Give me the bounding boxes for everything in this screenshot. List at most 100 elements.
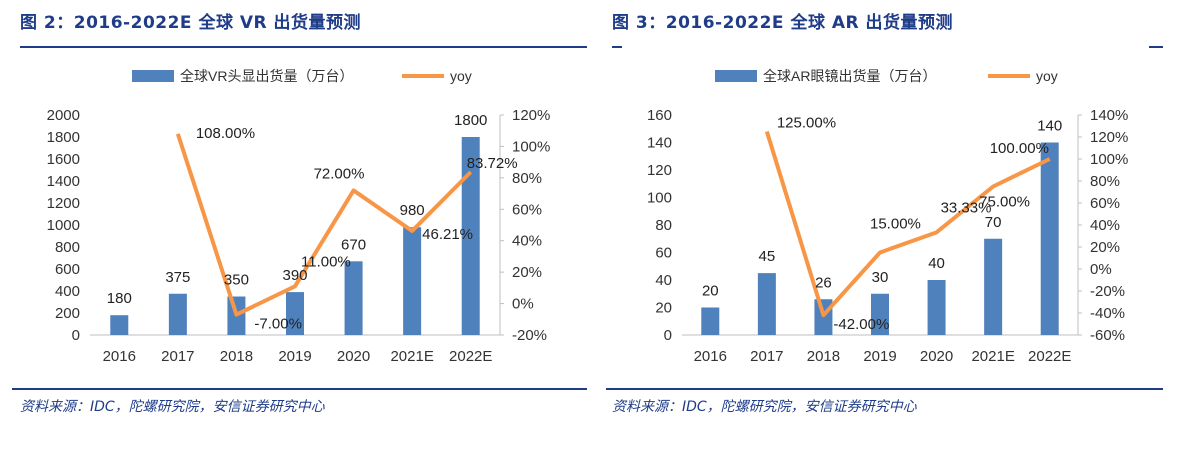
- y-right-tick-label: 120%: [512, 107, 550, 124]
- bar: [403, 227, 422, 335]
- bar-data-label: 980: [400, 202, 425, 219]
- x-tick-label: 2021E: [390, 348, 433, 365]
- y-right-tick-label: 80%: [512, 170, 542, 187]
- source-note: 资料来源：IDC，陀螺研究院，安信证券研究中心: [612, 399, 917, 415]
- bottom-rule: [606, 388, 1163, 390]
- bar-data-label: 390: [282, 267, 307, 284]
- bar-data-label: 670: [341, 236, 366, 253]
- figure-title: 图 2：2016-2022E 全球 VR 出货量预测: [20, 13, 362, 33]
- x-tick-label: 2019: [863, 348, 896, 365]
- bar: [701, 307, 720, 335]
- bar: [344, 261, 363, 335]
- line-data-label: 75.00%: [979, 194, 1030, 211]
- y-right-tick-label: 140%: [1090, 107, 1128, 124]
- bottom-rule: [12, 388, 587, 390]
- legend-bar-label: 全球AR眼镜出货量（万台）: [763, 68, 936, 84]
- legend-bar-swatch: [715, 70, 757, 82]
- x-tick-label: 2020: [920, 348, 953, 365]
- y-left-tick-label: 1000: [47, 217, 80, 234]
- figure-vr: 图 2：2016-2022E 全球 VR 出货量预测 全球VR头显出货量（万台）…: [0, 0, 589, 453]
- y-right-tick-label: -20%: [1090, 283, 1125, 300]
- legend-line-label: yoy: [450, 68, 472, 84]
- ar-shipment-chart: 全球AR眼镜出货量（万台） yoy 0 20 40 60 80 100 120 140 160 -60…: [647, 68, 1128, 365]
- y-right-tick-label: 0%: [512, 296, 534, 313]
- top-rule: [20, 46, 587, 48]
- figure-title: 图 3：2016-2022E 全球 AR 出货量预测: [612, 13, 954, 33]
- y-right-tick-label: 100%: [1090, 151, 1128, 168]
- y-left-tick-label: 1200: [47, 195, 80, 212]
- bar-data-label: 140: [1037, 118, 1062, 135]
- y-right-tick-label: 80%: [1090, 173, 1120, 190]
- x-tick-label: 2017: [750, 348, 783, 365]
- vr-shipment-chart: 全球VR头显出货量（万台） yoy 0 200 400 600 800 1000 1200 140…: [47, 68, 551, 365]
- x-tick-label: 2016: [103, 348, 136, 365]
- x-tick-label: 2021E: [971, 348, 1014, 365]
- x-tick-label: 2020: [337, 348, 370, 365]
- bar-data-label: 350: [224, 272, 249, 289]
- y-left-tick-label: 0: [664, 327, 672, 344]
- y-right-tick-label: 40%: [1090, 217, 1120, 234]
- bar-data-label: 375: [165, 269, 190, 286]
- y-left-tick-label: 200: [55, 305, 80, 322]
- line-data-label: -7.00%: [254, 316, 302, 333]
- line-data-label: 46.21%: [422, 226, 473, 243]
- bar-data-label: 26: [815, 274, 832, 291]
- y-right-tick-label: 20%: [1090, 239, 1120, 256]
- y-right-tick-label: -60%: [1090, 327, 1125, 344]
- line-data-label: 83.72%: [467, 155, 518, 172]
- bar: [110, 315, 129, 335]
- y-right-tick-label: 60%: [1090, 195, 1120, 212]
- y-left-tick-label: 0: [72, 327, 80, 344]
- y-left-tick-label: 1600: [47, 151, 80, 168]
- x-tick-label: 2022E: [449, 348, 492, 365]
- x-tick-label: 2019: [278, 348, 311, 365]
- y-left-tick-label: 600: [55, 261, 80, 278]
- line-data-label: 33.33%: [941, 199, 992, 216]
- bar: [757, 273, 776, 335]
- y-right-tick-label: 0%: [1090, 261, 1112, 278]
- yoy-line: [764, 130, 1051, 318]
- y-right-tick-label: -20%: [512, 327, 547, 344]
- figure-ar: 图 3：2016-2022E 全球 AR 出货量预测 全球AR眼镜出货量（万台）…: [596, 0, 1179, 453]
- line-data-label: 11.00%: [301, 253, 351, 270]
- y-left-tick-label: 20: [655, 300, 672, 317]
- bar: [286, 292, 304, 335]
- bar-data-label: 70: [985, 214, 1002, 231]
- line-data-label: 15.00%: [870, 216, 921, 233]
- y-left-tick-label: 800: [55, 239, 80, 256]
- y-left-tick-label: 1800: [47, 129, 80, 146]
- bar-data-label: 45: [759, 248, 776, 265]
- y-left-tick-label: 80: [655, 217, 672, 234]
- y-left-tick-label: 40: [655, 272, 672, 289]
- y-left-tick-label: 100: [647, 190, 672, 207]
- legend-bar-label: 全球VR头显出货量（万台）: [180, 68, 353, 84]
- top-rule-left: [612, 46, 622, 48]
- yoy-line: [175, 133, 473, 317]
- bar: [461, 137, 480, 335]
- y-left-tick-label: 400: [55, 283, 80, 300]
- y-left-tick-label: 160: [647, 107, 672, 124]
- y-right-tick-label: 40%: [512, 233, 542, 250]
- legend-line-label: yoy: [1036, 68, 1058, 84]
- bar: [871, 293, 889, 335]
- line-data-label: 72.00%: [314, 165, 365, 182]
- line-data-label: -42.00%: [833, 316, 889, 333]
- bar: [984, 238, 1003, 335]
- x-tick-label: 2017: [161, 348, 194, 365]
- bar: [168, 293, 187, 335]
- source-note: 资料来源：IDC，陀螺研究院，安信证券研究中心: [20, 399, 325, 415]
- y-right-tick-label: -40%: [1090, 305, 1125, 322]
- y-right-tick-label: 120%: [1090, 129, 1128, 146]
- bar-data-label: 40: [928, 255, 945, 272]
- x-tick-label: 2018: [220, 348, 253, 365]
- y-left-tick-label: 120: [647, 162, 672, 179]
- line-data-label: 125.00%: [777, 115, 836, 132]
- x-tick-label: 2018: [807, 348, 840, 365]
- y-left-tick-label: 1400: [47, 173, 80, 190]
- bar-data-label: 1800: [454, 112, 487, 129]
- bar-data-label: 30: [872, 269, 889, 286]
- y-left-tick-label: 2000: [47, 107, 80, 124]
- x-tick-label: 2016: [694, 348, 727, 365]
- y-right-tick-label: 100%: [512, 138, 550, 155]
- top-rule-right: [1149, 46, 1163, 48]
